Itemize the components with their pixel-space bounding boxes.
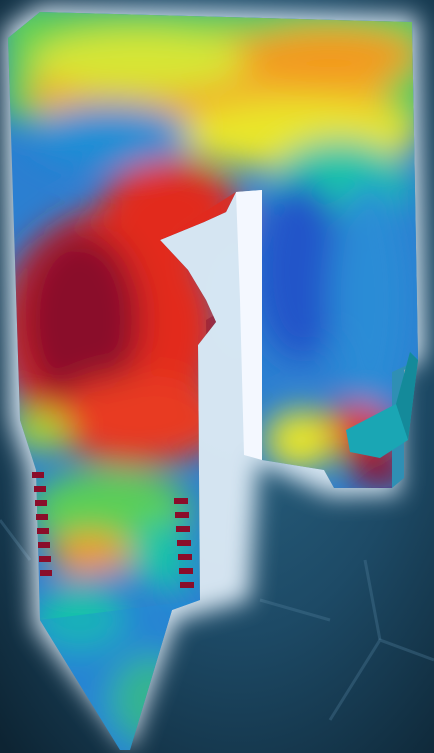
slot-gap [236, 190, 262, 460]
background-hex-lines [0, 519, 434, 721]
right-bracket [346, 352, 418, 458]
pointed-tip [40, 600, 200, 750]
thread-left [32, 472, 52, 576]
thread-center [174, 498, 194, 588]
